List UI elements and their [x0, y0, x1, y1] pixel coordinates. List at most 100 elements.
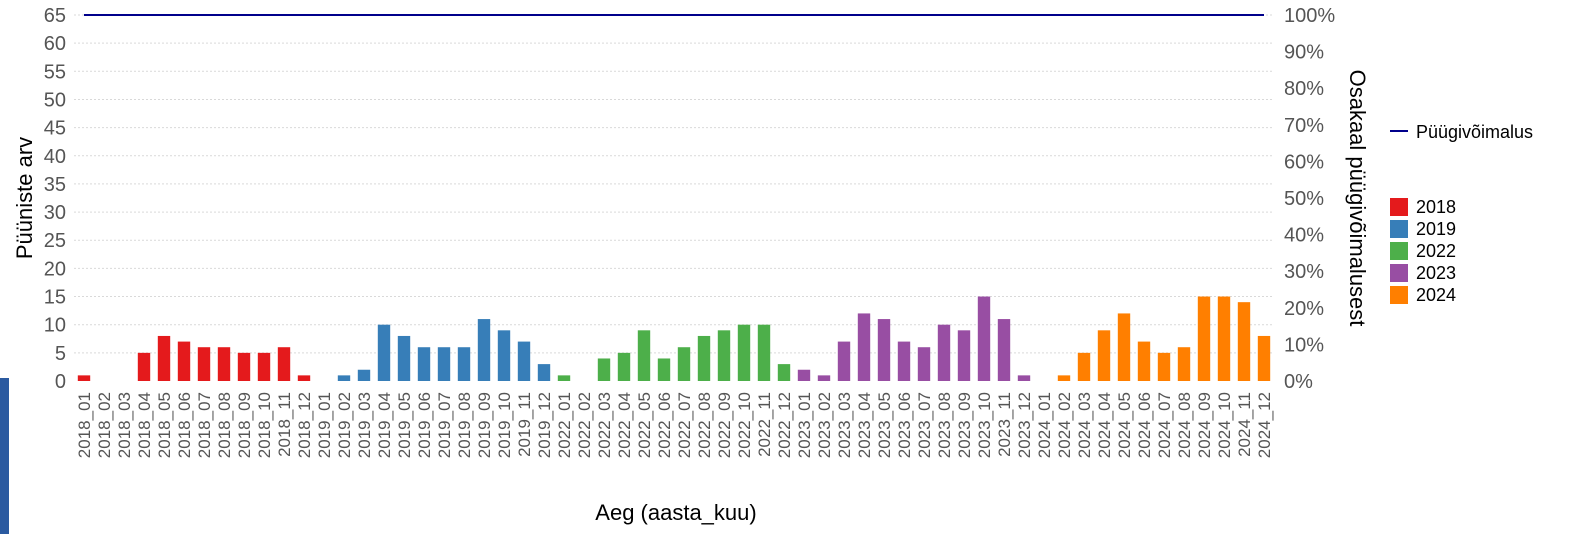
y2-tick-label: 30% — [1284, 261, 1324, 283]
bar — [197, 347, 211, 381]
bar — [157, 335, 171, 381]
bar — [477, 319, 491, 381]
x-tick-label: 2019_06 — [415, 392, 434, 458]
x-tick-label: 2018_05 — [155, 392, 174, 458]
bar — [1197, 296, 1211, 381]
x-tick-label: 2018_02 — [95, 392, 114, 458]
bar — [557, 375, 571, 381]
bar — [1237, 302, 1251, 381]
y2-axis-title: Osakaal püügivõimalusest — [1345, 70, 1370, 327]
bar — [137, 352, 151, 381]
bar — [217, 347, 231, 381]
y2-tick-label: 70% — [1284, 115, 1324, 137]
y-axis-ticks: 0 5 10 15 20 25 30 35 40 45 50 55 60 65 — [44, 5, 66, 393]
legend-swatch — [1390, 220, 1408, 238]
x-tick-label: 2022_01 — [555, 392, 574, 458]
y-tick-label: 10 — [44, 315, 66, 337]
x-tick-label: 2019_04 — [375, 392, 394, 458]
y-tick-label: 45 — [44, 118, 66, 140]
x-tick-label: 2018_04 — [135, 392, 154, 458]
x-tick-label: 2018_07 — [195, 392, 214, 458]
y2-tick-label: 80% — [1284, 78, 1324, 100]
bar — [877, 319, 891, 381]
x-tick-label: 2022_09 — [715, 392, 734, 458]
x-tick-label: 2019_08 — [455, 392, 474, 458]
x-tick-label: 2019_10 — [495, 392, 514, 458]
x-tick-label: 2018_08 — [215, 392, 234, 458]
y-tick-label: 20 — [44, 258, 66, 280]
legend-label: 2018 — [1416, 197, 1456, 217]
x-tick-label: 2018_11 — [275, 392, 294, 457]
x-tick-label: 2023_09 — [955, 392, 974, 458]
x-tick-label: 2023_05 — [875, 392, 894, 458]
y2-tick-label: 100% — [1284, 5, 1335, 27]
x-tick-label: 2023_11 — [995, 392, 1014, 457]
x-tick-label: 2024_11 — [1235, 392, 1254, 457]
x-tick-label: 2019_05 — [395, 392, 414, 458]
x-tick-label: 2019_02 — [335, 392, 354, 458]
bar — [357, 369, 371, 381]
y2-tick-label: 40% — [1284, 225, 1324, 247]
bar — [757, 324, 771, 381]
x-tick-label: 2022_11 — [755, 392, 774, 457]
bar — [377, 324, 391, 381]
x-tick-label: 2024_08 — [1175, 392, 1194, 458]
y2-tick-label: 60% — [1284, 151, 1324, 173]
x-tick-label: 2018_03 — [115, 392, 134, 458]
bar — [1097, 330, 1111, 381]
bar — [677, 347, 691, 381]
x-tick-label: 2019_01 — [315, 392, 334, 458]
bar — [797, 369, 811, 381]
y-tick-label: 15 — [44, 287, 66, 309]
bar — [1137, 341, 1151, 381]
x-tick-label: 2023_06 — [895, 392, 914, 458]
y2-tick-label: 90% — [1284, 42, 1324, 64]
y-tick-label: 0 — [55, 371, 66, 393]
x-tick-label: 2022_02 — [575, 392, 594, 458]
edge-decoration — [0, 378, 9, 534]
x-tick-label: 2019_09 — [475, 392, 494, 458]
bar — [837, 341, 851, 381]
bar — [437, 347, 451, 381]
x-tick-label: 2024_07 — [1155, 392, 1174, 458]
x-axis-title: Aeg (aasta_kuu) — [595, 500, 756, 525]
x-tick-label: 2022_08 — [695, 392, 714, 458]
bar — [397, 335, 411, 381]
bar — [637, 330, 651, 381]
x-tick-label: 2023_07 — [915, 392, 934, 458]
x-tick-label: 2022_04 — [615, 392, 634, 458]
bar — [1117, 313, 1131, 381]
legend-swatch — [1390, 264, 1408, 282]
x-axis-ticks: 2018_01 2018_02 2018_03 2018_04 2018_05 2018_… — [75, 392, 1274, 458]
y-axis-title: Püüniste arv — [12, 137, 37, 259]
bar — [777, 364, 791, 381]
bar — [957, 330, 971, 381]
bar — [597, 358, 611, 381]
y2-tick-label: 20% — [1284, 298, 1324, 320]
bar — [1157, 352, 1171, 381]
y-tick-label: 35 — [44, 174, 66, 196]
legend-swatch — [1390, 198, 1408, 216]
x-tick-label: 2024_09 — [1195, 392, 1214, 458]
y-tick-label: 25 — [44, 230, 66, 252]
bar — [537, 364, 551, 381]
bar — [497, 330, 511, 381]
y-tick-label: 55 — [44, 61, 66, 83]
x-tick-label: 2023_04 — [855, 392, 874, 458]
x-tick-label: 2022_12 — [775, 392, 794, 458]
x-tick-label: 2019_12 — [535, 392, 554, 458]
y-tick-label: 5 — [55, 343, 66, 365]
x-tick-label: 2022_03 — [595, 392, 614, 458]
bar — [257, 352, 271, 381]
x-tick-label: 2022_10 — [735, 392, 754, 458]
x-tick-label: 2022_07 — [675, 392, 694, 458]
bar — [937, 324, 951, 381]
x-tick-label: 2018_12 — [295, 392, 314, 458]
bar — [997, 319, 1011, 381]
bar — [417, 347, 431, 381]
bar — [657, 358, 671, 381]
x-tick-label: 2019_11 — [515, 392, 534, 457]
x-tick-label: 2023_01 — [795, 392, 814, 458]
x-tick-label: 2018_09 — [235, 392, 254, 458]
